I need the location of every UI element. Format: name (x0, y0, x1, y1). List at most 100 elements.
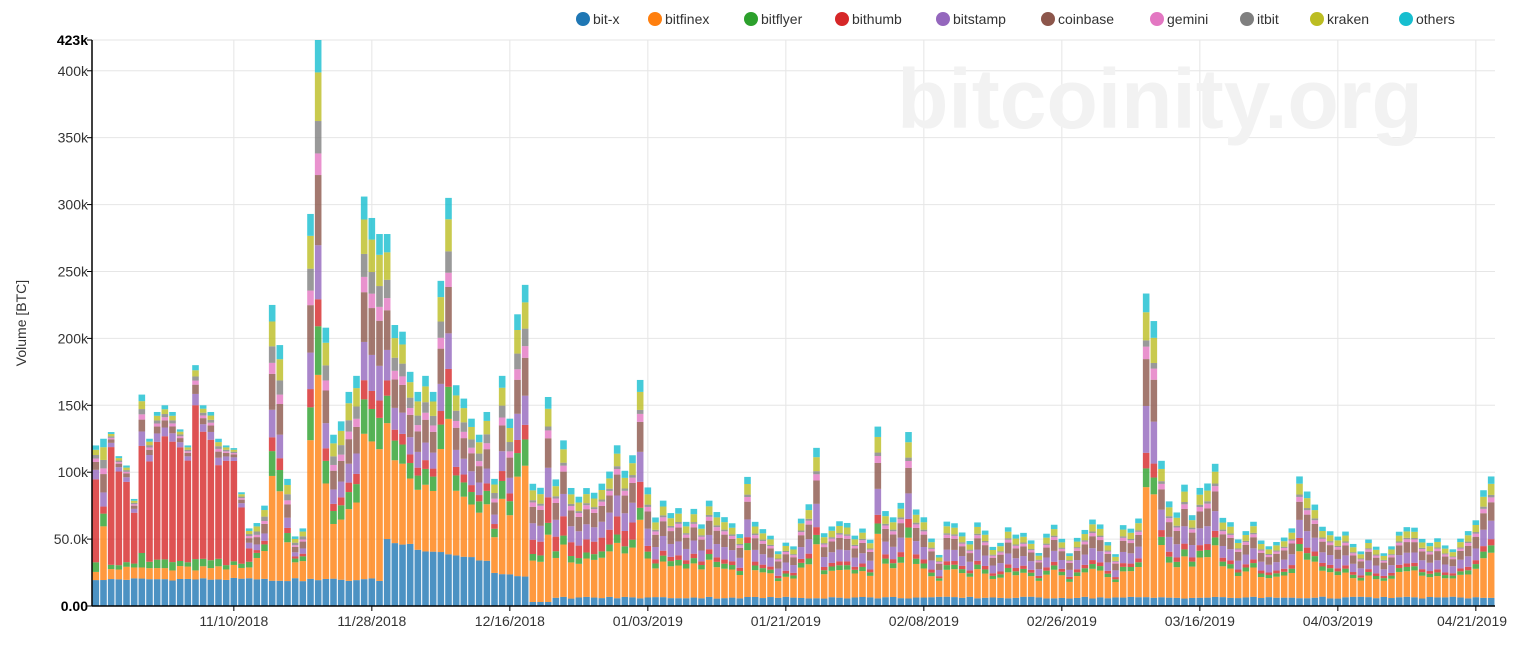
legend-item-others[interactable]: others (1399, 11, 1455, 27)
bar-segment-bithumb (429, 468, 437, 477)
bar-segment-bithumb (667, 556, 675, 562)
bar-segment-bitfinex (537, 561, 544, 602)
legend-item-itbit[interactable]: itbit (1240, 11, 1279, 27)
legend-item-bitfinex[interactable]: bitfinex (648, 11, 709, 27)
bar-segment-gemini (1257, 550, 1265, 553)
bar-segment-bitstamp (215, 457, 222, 466)
bar-segment-bithumb (1119, 563, 1127, 567)
bar-segment-others (176, 429, 184, 432)
legend-item-coinbase[interactable]: coinbase (1041, 11, 1114, 27)
bar-segment-coinbase (429, 431, 437, 453)
bar-segment-bitstamp (859, 553, 866, 564)
bar-segment-gemini (1487, 497, 1495, 503)
bar-segment-coinbase (491, 502, 498, 515)
bar-segment-coinbase (1296, 501, 1303, 520)
bar-segment-coinbase (560, 471, 567, 494)
bar-segment-bitfinex (123, 566, 130, 580)
bar-segment-gemini (629, 477, 636, 483)
bar-segment-coinbase (498, 425, 506, 452)
bar-segment-bitfinex (713, 567, 721, 599)
bar-segment-bitfinex (1089, 568, 1096, 599)
bar-segment-kraken (759, 533, 767, 540)
legend-item-bit-x[interactable]: bit-x (576, 11, 619, 27)
day-bar (1250, 521, 1257, 606)
bar-segment-bit-x (805, 598, 813, 606)
bar-segment-bithumb (1418, 569, 1426, 573)
day-bar (176, 429, 184, 606)
day-bar (820, 533, 828, 606)
bar-segment-gemini (1219, 531, 1227, 535)
day-bar (774, 551, 782, 606)
bar-segment-others (629, 455, 636, 464)
legend[interactable]: bit-x bitfinex bitflyer bithumb bitstamp coin… (576, 11, 1455, 27)
bar-segment-bitstamp (575, 531, 583, 546)
bar-segment-kraken (1326, 535, 1334, 542)
bar-segment-bit-x (1426, 597, 1434, 606)
legend-item-kraken[interactable]: kraken (1310, 11, 1369, 27)
bar-segment-bitstamp (1196, 528, 1204, 546)
bar-segment-bit-x (836, 597, 843, 606)
bar-segment-bitfinex (345, 509, 353, 581)
bar-segment-bitflyer (153, 559, 161, 569)
legend-item-bithumb[interactable]: bithumb (835, 11, 902, 27)
bar-segment-gemini (997, 552, 1004, 555)
bar-segment-kraken (1449, 552, 1457, 557)
bar-segment-bithumb (805, 553, 813, 559)
bar-segment-bitflyer (1127, 567, 1135, 572)
bar-segment-bitflyer (690, 558, 698, 564)
legend-label: bithumb (852, 11, 902, 27)
bar-segment-bitflyer (728, 565, 736, 570)
day-bar (1395, 531, 1403, 606)
bar-segment-coinbase (230, 454, 238, 458)
bar-segment-coinbase (169, 426, 176, 434)
bar-segment-bitfinex (1288, 572, 1296, 598)
bar-segment-itbit (1043, 543, 1050, 545)
bar-segment-bitstamp (115, 467, 123, 472)
bar-segment-bitfinex (997, 577, 1004, 598)
bar-segment-gemini (935, 562, 943, 564)
bar-segment-kraken (813, 457, 820, 472)
bar-segment-coinbase (537, 509, 544, 526)
bar-segment-bit-x (629, 597, 636, 606)
bar-segment-itbit (621, 488, 629, 491)
legend-item-bitflyer[interactable]: bitflyer (744, 11, 803, 27)
bar-segment-gemini (928, 548, 935, 552)
bar-segment-kraken (889, 522, 897, 530)
bar-segment-bitfinex (161, 568, 169, 580)
bar-segment-bitflyer (544, 522, 552, 535)
bar-segment-bithumb (115, 471, 123, 566)
bar-segment-bithumb (1035, 575, 1043, 579)
bar-segment-bitflyer (736, 571, 744, 576)
bar-segment-bitflyer (261, 544, 268, 552)
bar-segment-bitflyer (590, 554, 598, 560)
bar-segment-kraken (1142, 312, 1150, 341)
bar-segment-others (238, 492, 245, 495)
bar-segment-bitstamp (767, 557, 774, 567)
bar-segment-bitstamp (805, 539, 813, 554)
legend-item-bitstamp[interactable]: bitstamp (936, 11, 1006, 27)
bar-segment-kraken (751, 526, 759, 534)
bar-segment-bit-x (1112, 597, 1119, 606)
day-bar (460, 398, 468, 606)
bar-segment-bitflyer (1150, 477, 1158, 495)
day-bar (1173, 512, 1181, 606)
bar-segment-kraken (460, 408, 468, 423)
bar-segment-others (1081, 529, 1089, 535)
bar-segment-bithumb (606, 529, 613, 545)
day-bar (966, 540, 974, 606)
bar-segment-itbit (414, 415, 422, 426)
bar-segment-bitstamp (989, 565, 997, 574)
bar-segment-coinbase (529, 506, 537, 524)
bar-segment-bithumb (1227, 560, 1234, 565)
bar-segment-others (529, 483, 537, 491)
bar-segment-bitstamp (874, 488, 882, 515)
bar-segment-kraken (790, 549, 797, 555)
bar-segment-others (1066, 553, 1073, 557)
bar-segment-gemini (1173, 527, 1181, 531)
legend-item-gemini[interactable]: gemini (1150, 11, 1208, 27)
bar-segment-kraken (383, 252, 391, 280)
legend-label: gemini (1167, 11, 1208, 27)
bar-segment-coinbase (514, 379, 521, 414)
bar-segment-others (537, 487, 544, 495)
bar-segment-coinbase (659, 521, 667, 536)
